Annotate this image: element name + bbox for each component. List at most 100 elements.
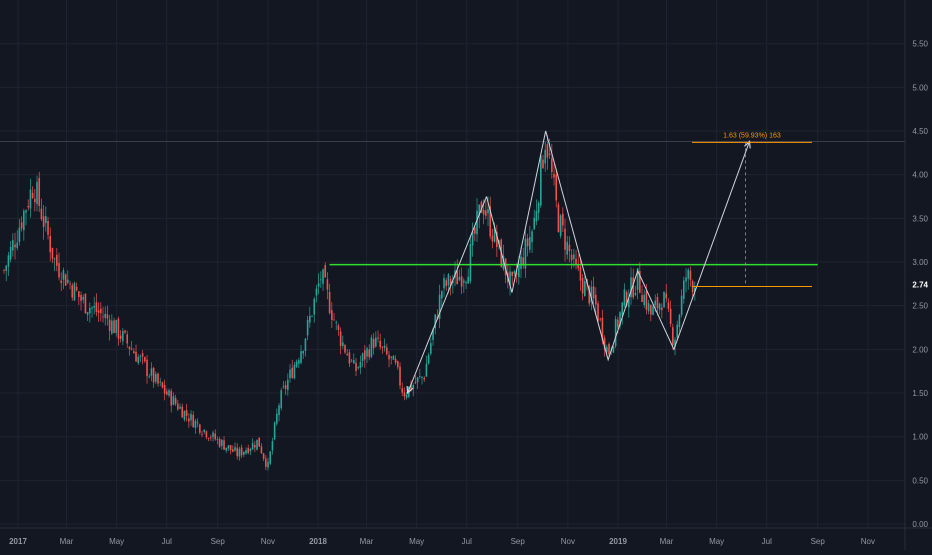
candle-body bbox=[357, 367, 360, 369]
candle-body bbox=[196, 422, 199, 424]
candle-body bbox=[430, 343, 432, 354]
candle-body bbox=[251, 442, 254, 450]
candle-body bbox=[575, 258, 577, 265]
candle-body bbox=[199, 424, 201, 433]
last-price-label: 2.74 bbox=[912, 281, 928, 290]
candle-body bbox=[322, 269, 324, 284]
candle-body bbox=[84, 293, 87, 314]
candle-body bbox=[603, 337, 606, 350]
candle-body bbox=[452, 281, 454, 284]
candle-body bbox=[665, 293, 668, 299]
candle-body bbox=[137, 356, 140, 364]
candle-body bbox=[183, 410, 186, 420]
candle-body bbox=[476, 210, 478, 235]
pattern-line-rising-wedge-top bbox=[486, 130, 750, 362]
candle-body bbox=[298, 360, 300, 364]
candle-body bbox=[564, 228, 566, 250]
candle-body bbox=[62, 270, 65, 280]
candle-body bbox=[115, 319, 118, 333]
candle-body bbox=[359, 362, 362, 368]
candle-body bbox=[381, 346, 384, 348]
x-tick-label: May bbox=[109, 537, 124, 546]
candle-body bbox=[245, 450, 247, 454]
y-tick-label: 5.50 bbox=[912, 40, 928, 49]
candle-body bbox=[309, 315, 311, 323]
x-tick-label: Jul bbox=[162, 537, 172, 546]
candle-body bbox=[383, 345, 386, 348]
candle-body bbox=[456, 270, 459, 285]
candle-body bbox=[403, 392, 406, 397]
candle-body bbox=[262, 453, 265, 459]
candle-body bbox=[229, 445, 232, 451]
y-tick-label: 2.00 bbox=[912, 345, 928, 354]
candle-body bbox=[412, 385, 415, 389]
candle-body bbox=[78, 291, 80, 298]
candle-body bbox=[100, 308, 102, 314]
candle-body bbox=[124, 330, 126, 333]
x-tick-label: Sep bbox=[511, 537, 526, 546]
candle-body bbox=[276, 413, 278, 424]
candle-body bbox=[130, 348, 133, 350]
candle-body bbox=[179, 406, 181, 409]
x-tick-label: Jul bbox=[462, 537, 472, 546]
candle-body bbox=[579, 267, 582, 281]
candle-body bbox=[287, 379, 289, 391]
candle-body bbox=[496, 232, 498, 247]
x-tick-label: Nov bbox=[261, 537, 275, 546]
candle-body bbox=[337, 325, 340, 331]
candle-body bbox=[254, 444, 256, 448]
candle-body bbox=[223, 440, 225, 450]
candle-body bbox=[225, 447, 228, 451]
candle-body bbox=[377, 337, 379, 339]
candle-body bbox=[216, 439, 219, 440]
candle-body bbox=[606, 346, 608, 353]
candle-body bbox=[201, 433, 203, 435]
candle-body bbox=[654, 300, 657, 306]
candle-body bbox=[47, 220, 49, 235]
candle-body bbox=[104, 313, 107, 318]
candle-body bbox=[570, 254, 573, 261]
candle-body bbox=[207, 438, 210, 439]
candle-body bbox=[102, 316, 104, 318]
candle-body bbox=[562, 213, 564, 226]
candle-body bbox=[73, 283, 76, 301]
candle-body bbox=[621, 302, 624, 316]
candle-body bbox=[630, 277, 632, 298]
candle-body bbox=[599, 318, 602, 320]
last-price-badge bbox=[906, 278, 932, 291]
candle-body bbox=[324, 265, 327, 278]
candle-body bbox=[632, 277, 635, 298]
candle-body bbox=[14, 244, 16, 248]
candle-body bbox=[491, 235, 494, 242]
candle-body bbox=[405, 394, 408, 398]
candle-body bbox=[38, 178, 41, 206]
candle-body bbox=[390, 356, 393, 358]
candle-body bbox=[680, 295, 683, 315]
candle-body bbox=[108, 319, 111, 331]
x-tick-label: 2018 bbox=[309, 537, 327, 546]
candle-body bbox=[313, 298, 316, 315]
candle-body bbox=[368, 349, 371, 358]
candle-body bbox=[144, 357, 146, 362]
candle-body bbox=[174, 398, 177, 404]
candle-body bbox=[260, 446, 263, 454]
candle-body bbox=[210, 437, 212, 439]
candle-body bbox=[265, 458, 267, 467]
candle-body bbox=[531, 231, 533, 243]
candle-body bbox=[639, 270, 641, 293]
x-tick-label: May bbox=[409, 537, 424, 546]
candle-body bbox=[623, 289, 626, 306]
candle-body bbox=[293, 364, 296, 379]
candle-body bbox=[317, 283, 320, 287]
candle-body bbox=[304, 338, 307, 351]
candle-body bbox=[247, 448, 250, 454]
drawings: 1.63 (59.93%) 163 bbox=[0, 130, 905, 395]
candle-body bbox=[82, 297, 85, 300]
candle-body bbox=[584, 281, 586, 297]
x-tick-label: Mar bbox=[660, 537, 674, 546]
candle-body bbox=[331, 310, 333, 320]
candle-body bbox=[608, 343, 610, 355]
